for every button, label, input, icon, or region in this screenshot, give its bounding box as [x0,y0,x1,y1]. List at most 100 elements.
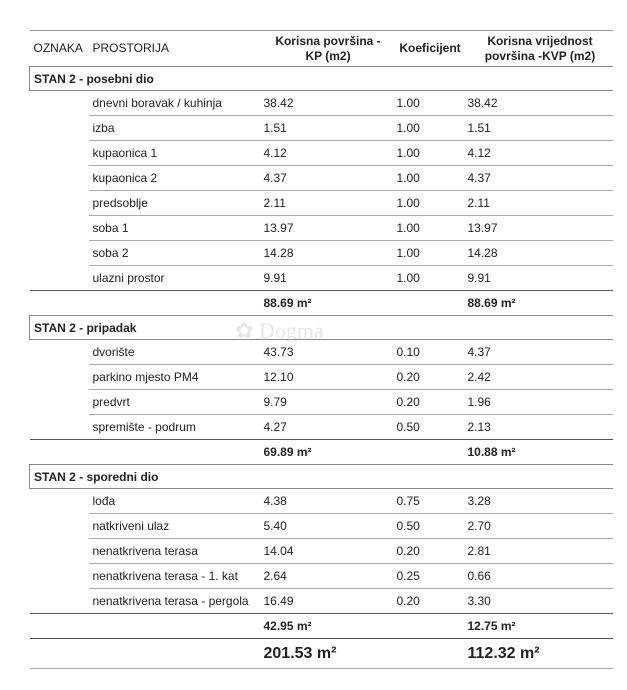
kvp-value: 14.28 [463,240,613,266]
kp-value: 14.28 [259,240,393,266]
table-row: nenatkrivena terasa - pergola 16.49 0.20 3.… [30,589,613,614]
empty-cell [89,440,260,465]
room-name: natkriveni ulaz [88,513,260,539]
kp-value: 4.12 [259,140,393,166]
table-row: spremište - podrum 4.27 0.50 2.13 [30,415,613,440]
room-name: lođa [88,488,260,514]
coefficient-value: 0.25 [392,563,464,589]
room-name: parkino mjesto PM4 [88,364,260,390]
kp-value: 12.10 [259,364,393,390]
section-header: STAN 2 - posebni dio [29,66,613,91]
table-row: nenatkrivena terasa 14.04 0.20 2.81 [30,538,613,564]
empty-cell [393,291,464,316]
coefficient-value: 0.20 [396,594,420,608]
kvp-value: 4.37 [463,165,613,191]
room-name: nenatkrivena terasa - 1. kat [88,563,260,589]
kp-value: 1.51 [259,115,393,141]
empty-cell [30,440,89,465]
table-row: ulazni prostor 9.91 1.00 9.91 [30,266,613,291]
section-header: STAN 2 - sporedni dio [29,464,613,489]
coefficient-value: 0.50 [392,513,464,539]
table-row: soba 2 14.28 1.00 14.28 [30,240,613,266]
empty-cell [30,291,89,316]
section-title: STAN 2 - pripadak [29,315,613,340]
subtotal-kp: 88.69 m² [263,296,312,310]
kp-value: 2.64 [259,563,393,589]
kvp-value: 1.51 [463,115,613,141]
kvp-value: 13.97 [463,215,613,241]
room-name: soba 1 [88,215,260,241]
table-row: predsoblje 2.11 1.00 2.11 [30,190,613,216]
kp-value: 38.42 [259,90,393,116]
kvp-value: 3.28 [463,488,613,514]
kvp-value: 9.91 [467,271,491,285]
empty-cell [30,166,89,191]
coefficient-value: 0.75 [392,488,464,514]
room-name: predvrt [88,389,260,415]
empty-cell [89,639,260,669]
kvp-value: 4.12 [463,140,613,166]
coefficient-value: 0.20 [392,389,464,415]
empty-cell [30,116,89,141]
area-table: OZNAKA PROSTORIJA Korisna površina - KP (… [29,30,613,669]
col-prostorija: PROSTORIJA [92,41,169,55]
kvp-value: 2.81 [463,538,613,564]
col-oznaka: OZNAKA [33,41,83,55]
coefficient-value: 1.00 [392,215,464,241]
empty-cell [30,415,89,440]
room-name: kupaonica 2 [88,165,260,191]
room-name: dnevni boravak / kuhinja [88,90,260,116]
room-name: dvorište [88,339,260,365]
table-row: izba 1.51 1.00 1.51 [30,115,613,141]
subtotal-row: 42.95 m² 12.75 m² [29,613,613,639]
empty-cell [30,639,89,669]
empty-cell [30,340,89,365]
section-title: STAN 2 - sporedni dio [29,464,613,489]
kp-value: 4.27 [263,420,287,434]
empty-cell [30,564,89,589]
kp-value: 16.49 [263,594,294,608]
subtotal-row: 88.69 m² 88.69 m² [29,290,613,316]
kvp-value: 38.42 [463,90,613,116]
table-row: nenatkrivena terasa - 1. kat 2.64 0.25 0.66 [30,563,613,589]
kvp-value: 3.30 [467,594,491,608]
table-row: dvorište 43.73 0.10 4.37 [30,339,613,365]
coefficient-value: 1.00 [396,271,420,285]
subtotal-kvp: 88.69 m² [467,296,516,310]
empty-cell [30,589,89,614]
table-row: predvrt 9.79 0.20 1.96 [30,389,613,415]
empty-cell [30,91,89,116]
kp-value: 4.38 [259,488,393,514]
empty-cell [30,241,89,266]
empty-cell [30,539,89,564]
coefficient-value: 1.00 [392,115,464,141]
room-name: kupaonica 1 [88,140,260,166]
coefficient-value: 0.50 [396,420,420,434]
empty-cell [30,365,89,390]
coefficient-value: 0.20 [392,538,464,564]
empty-cell [89,614,260,639]
col-koef: Koeficijent [399,41,461,55]
kp-value: 14.04 [259,538,393,564]
empty-cell [30,390,89,415]
table-row: parkino mjesto PM4 12.10 0.20 2.42 [30,364,613,390]
section-header: STAN 2 - pripadak [29,315,613,340]
kvp-value: 2.11 [463,190,613,216]
empty-cell [30,141,89,166]
room-name: soba 2 [88,240,260,266]
coefficient-value: 1.00 [392,90,464,116]
empty-cell [393,639,464,669]
kvp-value: 4.37 [463,339,613,365]
col-kvp-line2: površina -KVP (m2) [484,48,596,63]
total-kvp: 112.32 m² [467,644,540,662]
coefficient-value: 1.00 [392,240,464,266]
kp-value: 2.11 [259,190,393,216]
coefficient-value: 1.00 [392,140,464,166]
table-row: natkriveni ulaz 5.40 0.50 2.70 [30,513,613,539]
room-name: nenatkrivena terasa - pergola [92,594,249,608]
empty-cell [30,266,89,291]
col-kvp-line1: Korisna vrijednost [487,33,593,48]
kvp-value: 2.13 [467,420,491,434]
table-row: soba 1 13.97 1.00 13.97 [30,215,613,241]
empty-cell [89,291,260,316]
